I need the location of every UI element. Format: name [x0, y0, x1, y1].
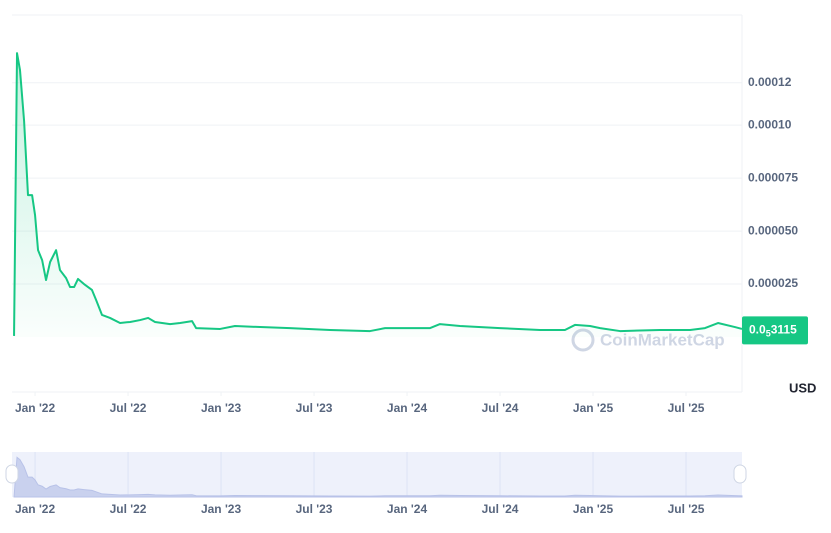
price-tag-part: 5	[766, 329, 771, 339]
navigator-area	[13, 456, 743, 498]
navigator-tick-label: Jul '24	[482, 502, 519, 516]
price-tag	[742, 316, 808, 345]
navigator-tick-label: Jan '22	[15, 502, 56, 516]
navigator-tick-label: Jul '25	[668, 502, 705, 516]
x-tick-label: Jan '24	[387, 401, 428, 415]
x-tick-label: Jan '22	[15, 401, 56, 415]
navigator-handle[interactable]	[733, 464, 747, 484]
navigator-tick-label: Jan '25	[573, 502, 614, 516]
price-tag-part: 0.0	[749, 323, 766, 337]
price-tag-part: 3115	[771, 323, 797, 337]
navigator-tick-label: Jul '23	[296, 502, 333, 516]
y-tick-label: 0.000050	[748, 223, 798, 237]
price-area	[14, 53, 743, 337]
y-tick-label: 0.000025	[748, 276, 798, 290]
y-tick-label: 0.00012	[748, 75, 792, 89]
x-tick-label: Jul '24	[482, 401, 519, 415]
x-tick-label: Jan '25	[573, 401, 614, 415]
y-tick-label: 0.000075	[748, 170, 798, 184]
x-tick-label: Jan '23	[201, 401, 242, 415]
navigator[interactable]	[12, 452, 742, 497]
x-tick-label: Jul '23	[296, 401, 333, 415]
x-tick-label: Jul '25	[668, 401, 705, 415]
navigator-tick-label: Jan '23	[201, 502, 242, 516]
price-tag-label: 0.053115	[749, 323, 797, 339]
currency-label: USD	[789, 380, 816, 395]
navigator-handle[interactable]	[5, 464, 19, 484]
y-tick-label: 0.00010	[748, 117, 792, 131]
x-tick-label: Jul '22	[110, 401, 147, 415]
price-line	[13, 52, 743, 336]
navigator-tick-label: Jan '24	[387, 502, 428, 516]
navigator-tick-label: Jul '22	[110, 502, 147, 516]
